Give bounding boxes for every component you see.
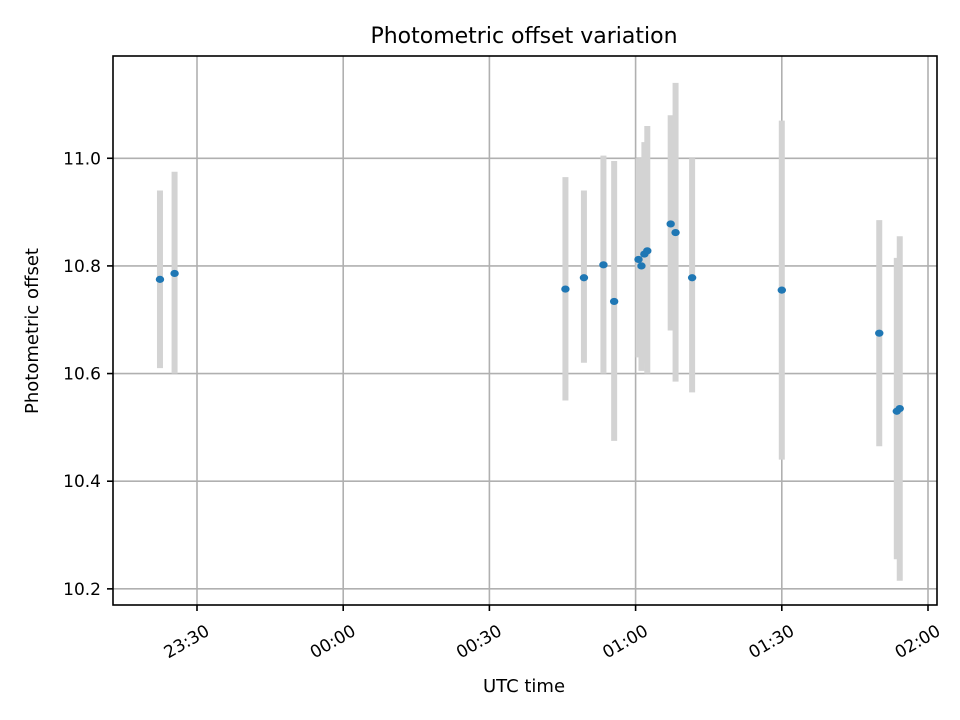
x-tick-label: 23:30: [161, 621, 213, 663]
x-tick-label: 01:30: [746, 621, 798, 663]
y-tick-label: 10.8: [63, 257, 101, 277]
x-tick-label: 01:00: [599, 621, 651, 663]
x-axis-label: UTC time: [483, 676, 565, 697]
data-point: [895, 404, 904, 413]
plot-frame: [112, 55, 938, 606]
data-point: [671, 228, 680, 237]
chart-title: Photometric offset variation: [370, 24, 677, 49]
data-point: [599, 261, 608, 269]
x-tick-label: 00:00: [307, 621, 359, 663]
y-tick-label: 10.4: [63, 472, 101, 492]
y-tick-label: 11.0: [63, 149, 101, 169]
data-point: [666, 220, 675, 228]
data-point: [643, 247, 652, 255]
y-axis-label: Photometric offset: [22, 248, 43, 414]
y-tick-label: 10.6: [63, 365, 101, 385]
data-point: [875, 329, 884, 337]
data-point: [579, 274, 589, 282]
data-point: [687, 274, 697, 282]
axis-ticks: 23:30 00:00 00:30 01:00 01:30 02:00 10.2 10.4 10…: [63, 149, 944, 663]
data-point: [170, 269, 179, 278]
data-point: [155, 275, 165, 283]
data-points: [155, 220, 904, 415]
data-point: [777, 286, 786, 294]
data-point: [637, 262, 646, 270]
data-point: [634, 255, 643, 264]
y-tick-label: 10.2: [63, 580, 101, 600]
data-point: [561, 285, 570, 293]
data-point: [609, 297, 619, 306]
x-tick-label: 00:30: [453, 621, 505, 663]
x-tick-label: 02:00: [892, 621, 944, 663]
grid-layer: [113, 56, 937, 605]
